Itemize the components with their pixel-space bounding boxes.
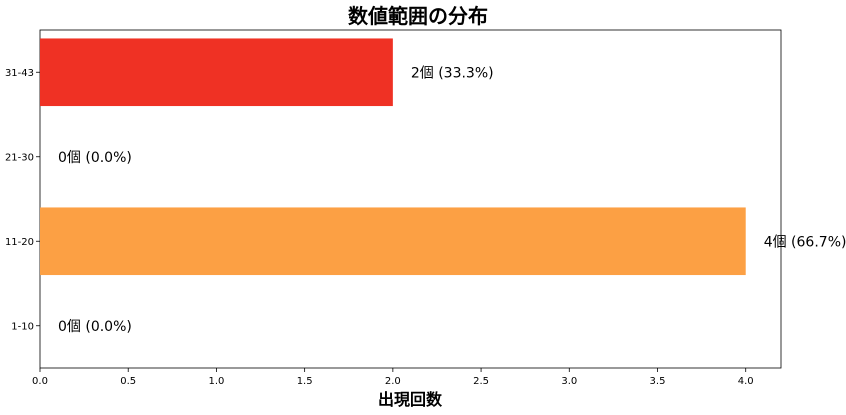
y-tick-label: 1-10 (11, 321, 34, 332)
data-labels-group: 0個 (0.0%) 4個 (66.7%) 0個 (0.0%) 2個 (33.3%) (58, 65, 846, 335)
x-tick-label: 4.0 (738, 376, 754, 387)
data-label-31-43: 2個 (33.3%) (411, 65, 494, 81)
chart-title: 数値範囲の分布 (348, 4, 488, 28)
x-tick-label: 1.5 (297, 376, 313, 387)
x-tick-label: 0.5 (120, 376, 136, 387)
plot-area-frame (39, 29, 782, 369)
bars-group (40, 38, 746, 276)
x-tick-label: 2.5 (473, 376, 489, 387)
x-tick-label: 3.5 (650, 376, 666, 387)
data-label-21-30: 0個 (0.0%) (58, 150, 132, 166)
y-tick-label: 31-43 (5, 68, 34, 79)
x-axis-label: 出現回数 (378, 390, 443, 409)
y-tick-label: 21-30 (5, 152, 34, 163)
y-tick-label: 11-20 (5, 237, 34, 248)
y-axis-ticks: 1-10 11-20 21-30 31-43 (5, 68, 40, 332)
x-tick-label: 2.0 (385, 376, 401, 387)
bar-31-43 (40, 38, 393, 107)
bar-11-20 (40, 207, 746, 276)
x-axis-ticks: 0.0 0.5 1.0 1.5 2.0 2.5 3.0 3.5 4.0 (32, 368, 754, 387)
data-label-1-10: 0個 (0.0%) (58, 319, 132, 335)
x-tick-label: 1.0 (208, 376, 224, 387)
x-tick-label: 0.0 (32, 376, 48, 387)
x-tick-label: 3.0 (561, 376, 577, 387)
data-label-11-20: 4個 (66.7%) (764, 234, 846, 250)
